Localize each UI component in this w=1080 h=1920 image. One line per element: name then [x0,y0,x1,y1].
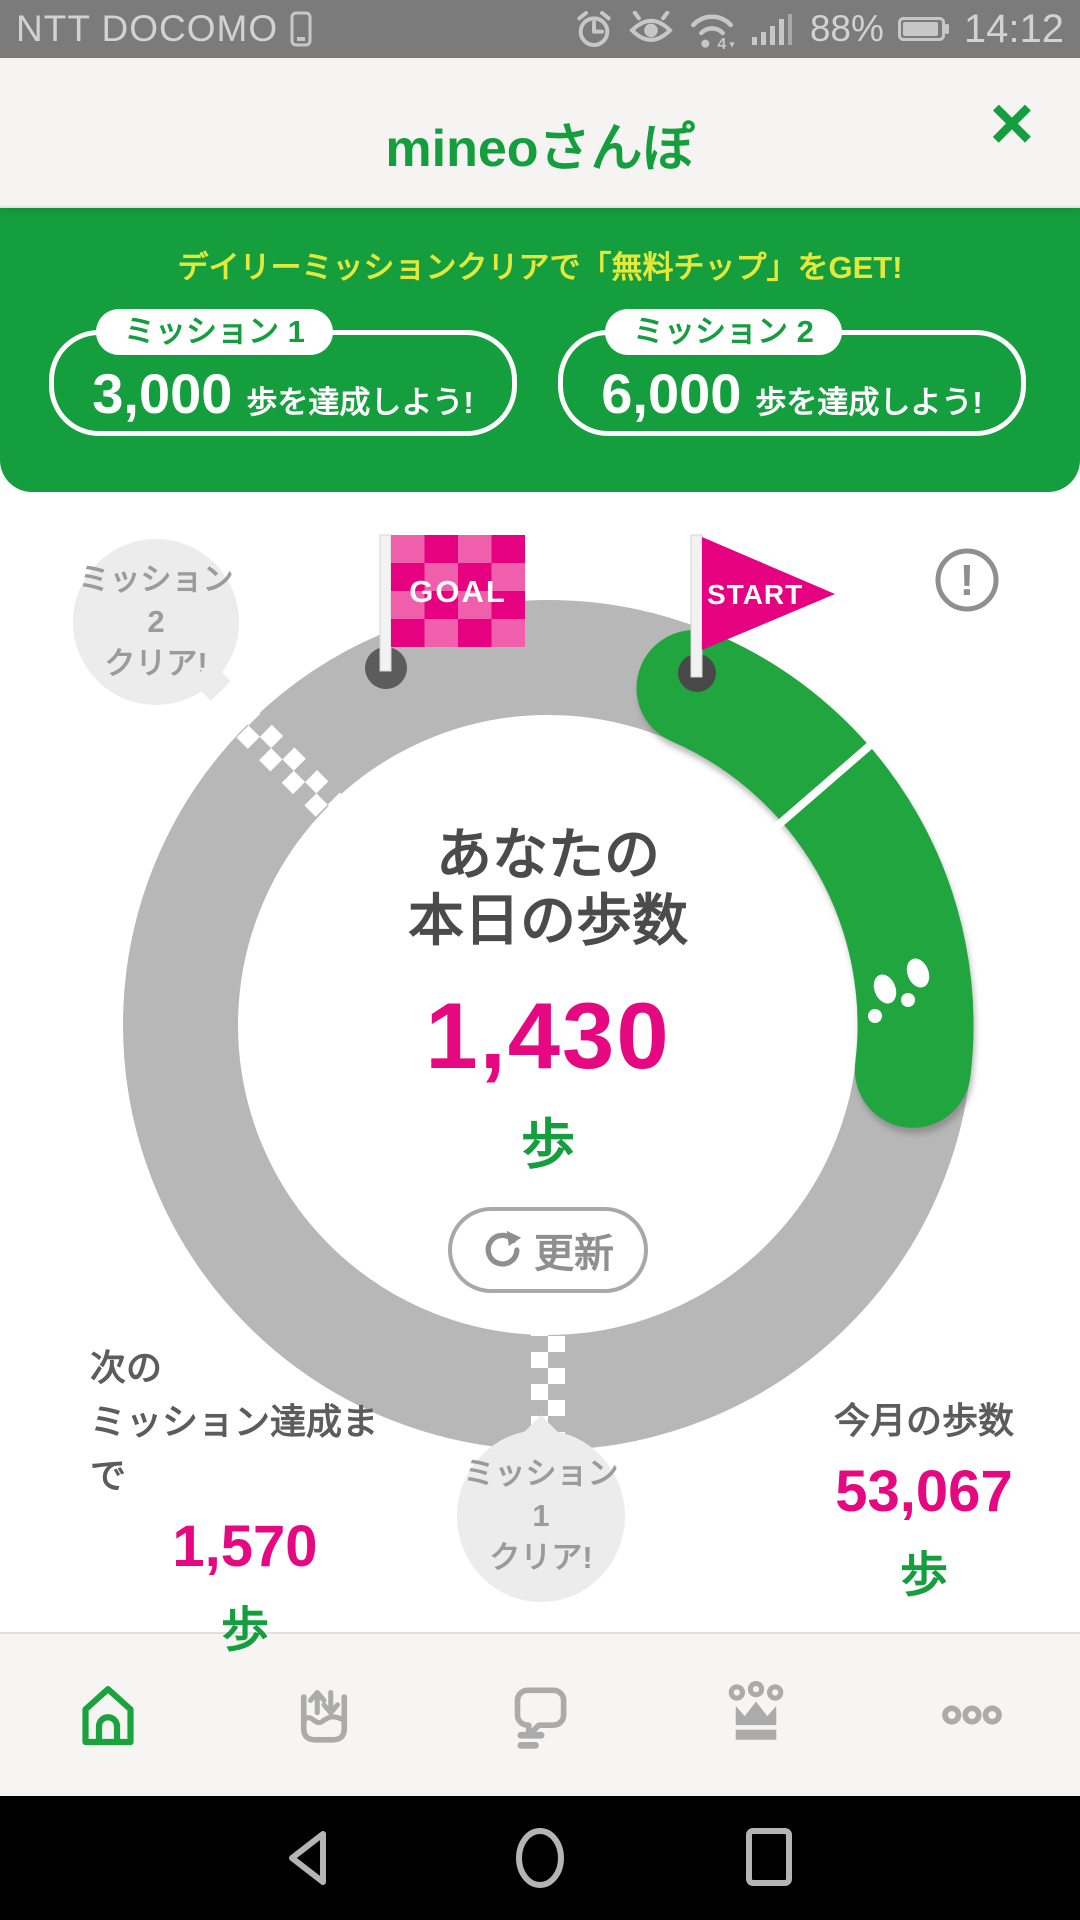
mission2-clear-line2: クリア! [104,645,208,681]
start-flag: START [678,534,835,692]
next-mission-label: 次の ミッション達成まで [90,1341,400,1503]
refresh-icon [485,1231,522,1267]
mission1-steps: 3,000 [92,362,233,425]
android-home-button[interactable] [505,1823,575,1893]
crown-icon [728,1680,784,1740]
android-nav-bar [0,1796,1080,1920]
mission2-checker-marker [224,701,352,829]
mission2-clear-bubble: ミッション2 クリア! [73,539,239,705]
mission1-suffix: 歩を達成しよう! [246,385,474,420]
info-glyph: ! [960,556,975,605]
info-icon[interactable]: ! [935,548,999,612]
home-circle-icon [516,1828,564,1888]
next-mission-steps: 1,570 [172,1514,318,1579]
mission2-steps: 6,000 [601,362,742,425]
today-steps-label: あなたの 本日の歩数 [48,822,1048,954]
today-steps-label-line2: 本日の歩数 [408,889,688,953]
next-mission-label-line1: 次の [90,1347,163,1388]
goal-flag-checker [391,535,525,647]
status-left: NTT DOCOMO [16,8,312,50]
mission2-suffix: 歩を達成しよう! [755,385,983,420]
footprints-icon [868,958,930,1023]
wifi-icon: 4 [690,14,735,49]
goal-flag-label: GOAL [409,574,507,609]
app-tab-bar [0,1632,1080,1796]
svg-text:4: 4 [717,36,726,49]
chat-icon [514,1687,567,1749]
app-header: mineoさんぽ × [0,58,1080,208]
alarm-icon [577,11,611,47]
mission1-badge: ミッション 1 [96,309,333,356]
mission1-card: ミッション 1 3,000 歩を達成しよう! [49,309,517,436]
daily-mission-banner: デイリーミッションクリアで「無料チップ」をGET! ミッション 1 3,000 … [0,206,1080,492]
arc-segment-divider [766,731,885,837]
mission1-clear-line2: クリア! [489,1539,593,1575]
refresh-label: 更新 [534,1232,614,1277]
back-triangle-icon [289,1831,326,1885]
status-bar: NTT DOCOMO 4 [0,0,1080,58]
battery-percent: 88% [809,8,884,49]
more-dots-icon [942,1705,1002,1725]
mission2-card: ミッション 2 6,000 歩を達成しよう! [558,309,1026,436]
mission1-clear-line1: ミッション1 [463,1456,619,1534]
mission2-badge: ミッション 2 [605,309,842,356]
today-steps-label-line1: あなたの [436,823,660,886]
mission1-clear-bubble: ミッション1 クリア! [457,1415,625,1602]
monthly-steps-value: 53,067 [835,1459,1013,1524]
carrier-label: NTT DOCOMO [16,8,279,49]
tab-more[interactable] [864,1634,1080,1796]
next-mission-block: 次の ミッション達成まで 1,570 歩 [90,1341,400,1660]
next-mission-label-line2: ミッション達成まで [90,1401,379,1496]
next-mission-unit: 歩 [220,1604,269,1657]
tab-home[interactable] [0,1634,216,1796]
start-flag-label: START [707,579,803,610]
goal-flag: GOAL [365,534,525,689]
progress-ring: GOAL START ! [123,534,999,1465]
tank-transfer-icon [300,1689,348,1743]
tracker-area: GOAL START ! ミッション2 クリア! ミッション1 [0,492,1080,1657]
banner-headline: デイリーミッションクリアで「無料チップ」をGET! [177,250,903,285]
close-button[interactable]: × [989,81,1034,166]
clock-label: 14:12 [963,6,1064,51]
android-recents-button[interactable] [734,1823,804,1893]
android-back-button[interactable] [276,1823,346,1893]
recents-square-icon [746,1828,792,1886]
home-icon [82,1686,134,1746]
tab-community[interactable] [432,1634,648,1796]
page-title: mineoさんぽ [385,120,695,178]
monthly-steps-label: 今月の歩数 [833,1400,1014,1441]
tab-free-tank[interactable] [216,1634,432,1796]
today-steps-block: あなたの 本日の歩数 1,430 歩 更新 [48,822,1048,1294]
sim-icon [290,11,312,47]
signal-icon [751,14,792,45]
monthly-steps-block: 今月の歩数 53,067 歩 [774,1394,1074,1605]
mission2-clear-line1: ミッション2 [78,562,234,640]
refresh-button[interactable]: 更新 [448,1207,648,1294]
eye-comfort-icon [629,11,673,42]
today-steps-value: 1,430 [425,983,671,1089]
tab-ranking[interactable] [648,1634,864,1796]
status-right: 4 88% 14:12 [574,7,1064,52]
battery-icon [897,17,949,41]
today-steps-unit: 歩 [521,1115,575,1176]
monthly-steps-unit: 歩 [899,1549,948,1602]
